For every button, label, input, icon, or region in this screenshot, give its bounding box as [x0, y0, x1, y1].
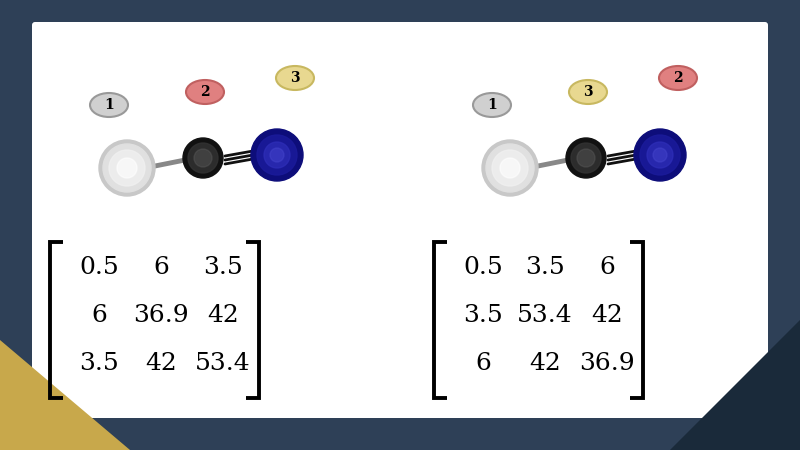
FancyBboxPatch shape — [32, 22, 768, 418]
Text: 2: 2 — [200, 85, 210, 99]
Circle shape — [640, 135, 680, 175]
Text: 0.5: 0.5 — [79, 256, 119, 279]
Text: 1: 1 — [487, 98, 497, 112]
Circle shape — [647, 142, 673, 168]
Circle shape — [103, 144, 151, 192]
Ellipse shape — [276, 66, 314, 90]
Text: 0.5: 0.5 — [463, 256, 503, 279]
Text: 3: 3 — [583, 85, 593, 99]
Text: 53.4: 53.4 — [517, 304, 573, 327]
Circle shape — [117, 158, 137, 178]
Text: 42: 42 — [207, 304, 239, 327]
Circle shape — [577, 149, 595, 167]
Circle shape — [492, 150, 528, 186]
Circle shape — [634, 129, 686, 181]
Circle shape — [500, 158, 520, 178]
Text: 36.9: 36.9 — [579, 352, 635, 375]
Text: 36.9: 36.9 — [133, 304, 189, 327]
Circle shape — [566, 138, 606, 178]
Ellipse shape — [186, 80, 224, 104]
Text: 1: 1 — [104, 98, 114, 112]
Circle shape — [257, 135, 297, 175]
Circle shape — [486, 144, 534, 192]
Text: 3: 3 — [290, 71, 300, 85]
Polygon shape — [0, 340, 130, 450]
Circle shape — [188, 143, 218, 173]
Text: 6: 6 — [599, 256, 615, 279]
Ellipse shape — [90, 93, 128, 117]
Ellipse shape — [473, 93, 511, 117]
Text: 6: 6 — [153, 256, 169, 279]
Ellipse shape — [659, 66, 697, 90]
Circle shape — [251, 129, 303, 181]
Text: 42: 42 — [145, 352, 177, 375]
Text: 6: 6 — [91, 304, 107, 327]
Text: 3.5: 3.5 — [525, 256, 565, 279]
Polygon shape — [670, 320, 800, 450]
Circle shape — [264, 142, 290, 168]
Text: 3.5: 3.5 — [203, 256, 243, 279]
Circle shape — [270, 148, 284, 162]
Circle shape — [183, 138, 223, 178]
Text: 53.4: 53.4 — [195, 352, 251, 375]
Text: 6: 6 — [475, 352, 491, 375]
Circle shape — [571, 143, 601, 173]
Circle shape — [482, 140, 538, 196]
Text: 42: 42 — [591, 304, 623, 327]
Text: 42: 42 — [529, 352, 561, 375]
Circle shape — [194, 149, 212, 167]
Text: 3.5: 3.5 — [463, 304, 503, 327]
Circle shape — [109, 150, 145, 186]
Ellipse shape — [569, 80, 607, 104]
Text: 3.5: 3.5 — [79, 352, 119, 375]
Text: 2: 2 — [673, 71, 683, 85]
Circle shape — [99, 140, 155, 196]
Circle shape — [653, 148, 667, 162]
